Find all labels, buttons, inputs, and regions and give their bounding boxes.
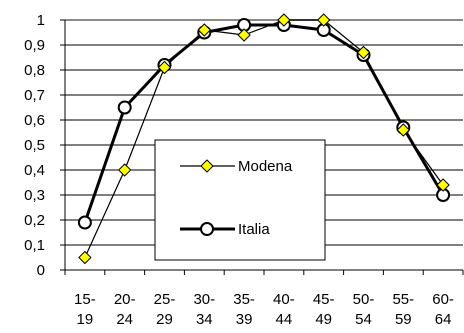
y-axis-ticks: 0 0,1 0,2 0,3 0,4 0,5 0,6 0,7 0,8 0,9 1 — [24, 12, 65, 279]
y-tick-label: 0 — [37, 262, 45, 279]
x-tick-label: 35-39 — [233, 291, 255, 328]
legend-label-italia: Italia — [238, 221, 270, 238]
series-line-modena — [84, 19, 444, 258]
data-point-modena — [396, 123, 411, 137]
legend: Modena Italia — [154, 139, 326, 261]
x-tick-label: 45-49 — [313, 291, 335, 328]
y-tick-label: 0,2 — [24, 212, 45, 229]
y-tick-label: 0,4 — [24, 162, 45, 179]
data-point-modena — [436, 178, 450, 192]
x-tick-label: 20-24 — [114, 291, 136, 328]
y-tick-label: 0,3 — [24, 187, 45, 204]
data-point-modena — [356, 45, 371, 60]
data-point-modena — [157, 60, 172, 75]
y-tick-label: 0,6 — [24, 112, 45, 129]
y-tick-label: 0,9 — [24, 37, 45, 54]
x-tick-label: 15-19 — [74, 291, 96, 328]
x-tick-label: 25-29 — [154, 291, 176, 328]
data-point-modena — [78, 250, 92, 265]
data-point-italia — [117, 100, 132, 115]
axes — [64, 20, 463, 271]
data-point-italia — [77, 215, 92, 230]
data-point-modena — [237, 28, 251, 42]
y-tick-label: 0,5 — [24, 137, 45, 154]
y-tick-label: 0,1 — [24, 237, 45, 254]
data-point-modena — [277, 13, 291, 27]
x-tick-label: 50-54 — [353, 291, 375, 328]
legend-label-modena: Modena — [238, 158, 293, 175]
legend-marker-modena — [200, 159, 214, 173]
data-point-modena — [117, 163, 132, 177]
x-tick-label: 60-64 — [432, 291, 454, 328]
y-tick-label: 0,8 — [24, 62, 45, 79]
series-group — [77, 13, 451, 265]
data-point-modena — [316, 13, 331, 27]
x-tick-label: 30-34 — [193, 291, 215, 328]
x-axis-ticks: 15-19 20-24 25-29 30-34 35-39 40-44 45-49 50-54… — [64, 270, 464, 328]
data-point-modena — [197, 23, 212, 37]
legend-box — [154, 139, 326, 261]
legend-marker-italia — [200, 222, 214, 236]
y-tick-label: 1 — [37, 12, 45, 29]
x-tick-label: 55-59 — [392, 291, 414, 328]
x-tick-label: 40-44 — [273, 291, 295, 328]
y-tick-label: 0,7 — [24, 87, 45, 104]
